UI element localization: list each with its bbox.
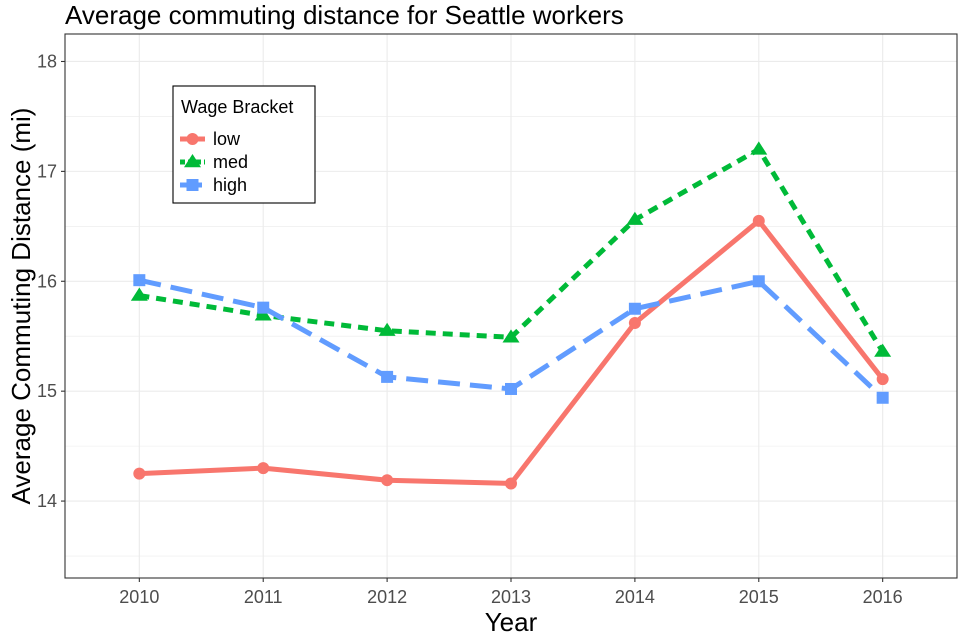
y-tick-label: 14: [37, 491, 57, 511]
legend-items: low med high: [180, 129, 248, 195]
x-tick-label: 2015: [739, 587, 779, 607]
y-tick-label: 16: [37, 271, 57, 291]
legend: Wage Bracket low med high: [172, 85, 316, 204]
legend-title: Wage Bracket: [181, 97, 293, 117]
legend-key-marker: [184, 154, 201, 168]
x-tick-label: 2010: [119, 587, 159, 607]
y-tick-label: 15: [37, 381, 57, 401]
data-point-med: [502, 329, 520, 343]
series-high: [133, 274, 889, 404]
data-point-high: [381, 370, 394, 383]
y-axis-title: Average Commuting Distance (mi): [6, 108, 36, 505]
legend-key-marker: [186, 133, 199, 145]
y-axis: 14 15 16 17 18: [37, 51, 65, 511]
data-point-med: [750, 141, 768, 155]
legend-item-low: low: [180, 129, 241, 149]
x-tick-label: 2012: [367, 587, 407, 607]
data-point-med: [626, 211, 644, 225]
legend-label: med: [213, 152, 248, 172]
data-point-med: [254, 307, 272, 321]
data-point-high: [876, 391, 889, 404]
legend-item-high: high: [180, 175, 247, 195]
data-point-low: [381, 474, 394, 487]
legend-key-marker: [186, 179, 199, 191]
chart-title: Average commuting distance for Seattle w…: [65, 0, 624, 30]
data-point-high: [752, 275, 765, 288]
data-point-low: [628, 317, 641, 330]
x-axis-title: Year: [485, 607, 538, 637]
x-tick-label: 2016: [863, 587, 903, 607]
x-tick-label: 2014: [615, 587, 655, 607]
y-tick-label: 17: [37, 161, 57, 181]
series-low: [133, 214, 889, 490]
legend-label: high: [213, 175, 247, 195]
data-point-low: [752, 214, 765, 227]
series-med: [130, 141, 892, 357]
data-point-high: [133, 274, 146, 287]
data-point-med: [130, 287, 148, 301]
x-axis: 2010 2011 2012 2013 2014 2015 2016: [119, 578, 903, 607]
data-point-high: [628, 302, 641, 315]
data-point-low: [133, 467, 146, 480]
data-point-low: [257, 462, 270, 475]
series-group: [130, 141, 892, 490]
data-point-med: [378, 322, 396, 336]
legend-item-med: med: [180, 152, 248, 172]
data-point-med: [874, 343, 892, 357]
x-tick-label: 2011: [244, 587, 283, 607]
data-point-low: [876, 373, 889, 386]
data-point-high: [505, 382, 517, 395]
data-point-high: [257, 301, 270, 314]
data-point-low: [505, 477, 517, 490]
x-tick-label: 2013: [491, 587, 531, 607]
y-tick-label: 18: [37, 51, 57, 71]
legend-label: low: [213, 129, 241, 149]
